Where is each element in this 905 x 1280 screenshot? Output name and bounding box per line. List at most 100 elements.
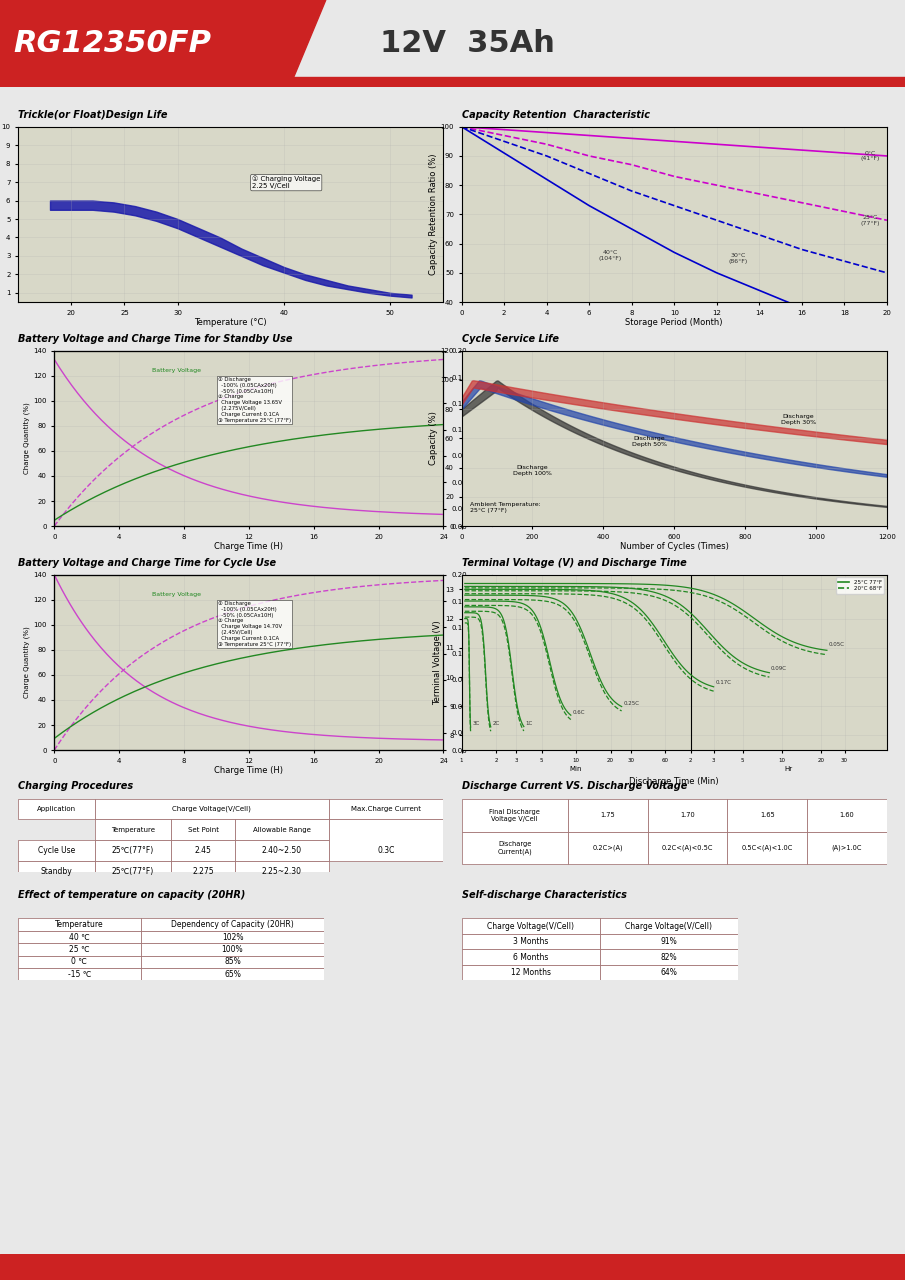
Bar xyxy=(171,819,235,840)
Text: 1.75: 1.75 xyxy=(600,812,615,818)
Text: 40°C
(104°F): 40°C (104°F) xyxy=(599,250,622,261)
X-axis label: Number of Cycles (Times): Number of Cycles (Times) xyxy=(620,543,729,552)
X-axis label: Storage Period (Month): Storage Period (Month) xyxy=(625,319,723,328)
Text: 0.17C: 0.17C xyxy=(715,681,731,685)
Y-axis label: Terminal Voltage (V): Terminal Voltage (V) xyxy=(433,620,443,705)
Bar xyxy=(728,799,807,832)
Text: 0.25C: 0.25C xyxy=(624,700,639,705)
Text: ① Discharge
  -100% (0.05CAx20H)
  -50% (0.05CAx10H)
② Charge
  Charge Voltage 1: ① Discharge -100% (0.05CAx20H) -50% (0.0… xyxy=(218,378,291,422)
Text: 85%: 85% xyxy=(224,957,241,966)
Text: Effect of temperature on capacity (20HR): Effect of temperature on capacity (20HR) xyxy=(18,890,245,900)
Text: Final Discharge
Voltage V/Cell: Final Discharge Voltage V/Cell xyxy=(490,809,540,822)
Text: 12V  35Ah: 12V 35Ah xyxy=(380,29,555,58)
Bar xyxy=(140,956,324,968)
Bar xyxy=(171,840,235,860)
Text: Discharge Current VS. Discharge Voltage: Discharge Current VS. Discharge Voltage xyxy=(462,781,687,791)
Text: Capacity Retention  Characteristic: Capacity Retention Characteristic xyxy=(462,110,650,120)
Text: Application: Application xyxy=(37,806,76,812)
Bar xyxy=(95,860,171,882)
Bar xyxy=(235,819,329,840)
Bar xyxy=(235,840,329,860)
Bar xyxy=(140,968,324,980)
Bar xyxy=(95,840,171,860)
Text: 6 Months: 6 Months xyxy=(513,952,548,961)
Text: Ambient Temperature:
25°C (77°F): Ambient Temperature: 25°C (77°F) xyxy=(470,502,541,513)
X-axis label: Charge Time (H): Charge Time (H) xyxy=(214,543,283,552)
Text: 0.6C: 0.6C xyxy=(573,709,585,714)
Text: Temperature: Temperature xyxy=(55,920,104,929)
Bar xyxy=(18,799,95,819)
Text: Terminal Voltage (V) and Discharge Time: Terminal Voltage (V) and Discharge Time xyxy=(462,558,686,568)
Text: 100%: 100% xyxy=(222,945,243,954)
Bar xyxy=(18,860,95,882)
Text: Battery Voltage: Battery Voltage xyxy=(151,367,201,372)
Text: Discharge
Depth 30%: Discharge Depth 30% xyxy=(781,413,815,425)
Bar xyxy=(18,919,140,931)
Bar xyxy=(807,799,887,832)
Text: 0°C
(41°F): 0°C (41°F) xyxy=(860,151,880,161)
Text: 0.2C>(A): 0.2C>(A) xyxy=(593,845,623,851)
Text: 3 Months: 3 Months xyxy=(513,937,548,946)
Text: 0 ℃: 0 ℃ xyxy=(71,957,87,966)
Text: Battery Voltage and Charge Time for Standby Use: Battery Voltage and Charge Time for Stan… xyxy=(18,334,292,344)
Text: Hr: Hr xyxy=(785,767,793,772)
Text: Standby: Standby xyxy=(41,867,72,876)
Text: Min: Min xyxy=(570,767,582,772)
Bar xyxy=(462,965,600,980)
Bar xyxy=(462,950,600,965)
Text: 25°C
(77°F): 25°C (77°F) xyxy=(860,215,880,225)
Text: Charge Voltage(V/Cell): Charge Voltage(V/Cell) xyxy=(172,806,251,813)
Bar xyxy=(728,832,807,864)
Text: 1.70: 1.70 xyxy=(681,812,695,818)
Text: Charge Voltage(V/Cell): Charge Voltage(V/Cell) xyxy=(487,922,574,931)
Text: 82%: 82% xyxy=(661,952,677,961)
Bar xyxy=(648,799,728,832)
Text: 91%: 91% xyxy=(661,937,677,946)
Text: Battery Voltage and Charge Time for Cycle Use: Battery Voltage and Charge Time for Cycl… xyxy=(18,558,276,568)
Bar xyxy=(600,950,738,965)
Text: 12 Months: 12 Months xyxy=(510,968,550,977)
Text: Cycle Service Life: Cycle Service Life xyxy=(462,334,558,344)
Bar xyxy=(18,956,140,968)
Text: Trickle(or Float)Design Life: Trickle(or Float)Design Life xyxy=(18,110,167,120)
Bar xyxy=(329,799,443,819)
Text: Discharge
Current(A): Discharge Current(A) xyxy=(498,841,532,855)
Bar xyxy=(329,819,443,860)
Text: 0.05C: 0.05C xyxy=(828,643,844,648)
Text: 1.60: 1.60 xyxy=(840,812,854,818)
Text: 3C: 3C xyxy=(472,721,480,726)
X-axis label: Discharge Time (Min): Discharge Time (Min) xyxy=(629,777,719,786)
Y-axis label: Capacity (%): Capacity (%) xyxy=(429,411,438,466)
Text: Max.Charge Current: Max.Charge Current xyxy=(351,806,421,812)
Text: Set Point: Set Point xyxy=(187,827,219,833)
Text: 0.2C<(A)<0.5C: 0.2C<(A)<0.5C xyxy=(662,845,713,851)
Text: 0.3C: 0.3C xyxy=(377,846,395,855)
Text: 40 ℃: 40 ℃ xyxy=(69,933,90,942)
Text: 2.275: 2.275 xyxy=(193,867,214,876)
Legend: 25°C 77°F, 20°C 68°F: 25°C 77°F, 20°C 68°F xyxy=(836,577,884,594)
Bar xyxy=(140,919,324,931)
Bar xyxy=(95,799,329,819)
Text: Charge Voltage(V/Cell): Charge Voltage(V/Cell) xyxy=(625,922,712,931)
Bar xyxy=(462,799,568,832)
Bar xyxy=(568,799,648,832)
Bar xyxy=(600,919,738,934)
Text: 2.40~2.50: 2.40~2.50 xyxy=(262,846,302,855)
Text: Discharge
Depth 100%: Discharge Depth 100% xyxy=(513,465,552,476)
Bar xyxy=(568,832,648,864)
Text: ① Discharge
  -100% (0.05CAx20H)
  -50% (0.05CAx10H)
② Charge
  Charge Voltage 1: ① Discharge -100% (0.05CAx20H) -50% (0.0… xyxy=(218,602,291,646)
Text: Dependency of Capacity (20HR): Dependency of Capacity (20HR) xyxy=(171,920,294,929)
Bar xyxy=(462,934,600,950)
Text: 1.65: 1.65 xyxy=(760,812,775,818)
Y-axis label: Capacity Retention Ratio (%): Capacity Retention Ratio (%) xyxy=(429,154,438,275)
Text: Self-discharge Characteristics: Self-discharge Characteristics xyxy=(462,890,626,900)
Text: Discharge
Depth 50%: Discharge Depth 50% xyxy=(632,436,667,447)
Bar xyxy=(171,860,235,882)
Bar xyxy=(18,968,140,980)
Bar xyxy=(95,819,171,840)
Text: 2.45: 2.45 xyxy=(195,846,212,855)
Polygon shape xyxy=(0,0,326,87)
Text: 2C: 2C xyxy=(492,721,500,726)
Text: Battery Voltage: Battery Voltage xyxy=(151,591,201,596)
Text: RG12350FP: RG12350FP xyxy=(14,29,212,58)
